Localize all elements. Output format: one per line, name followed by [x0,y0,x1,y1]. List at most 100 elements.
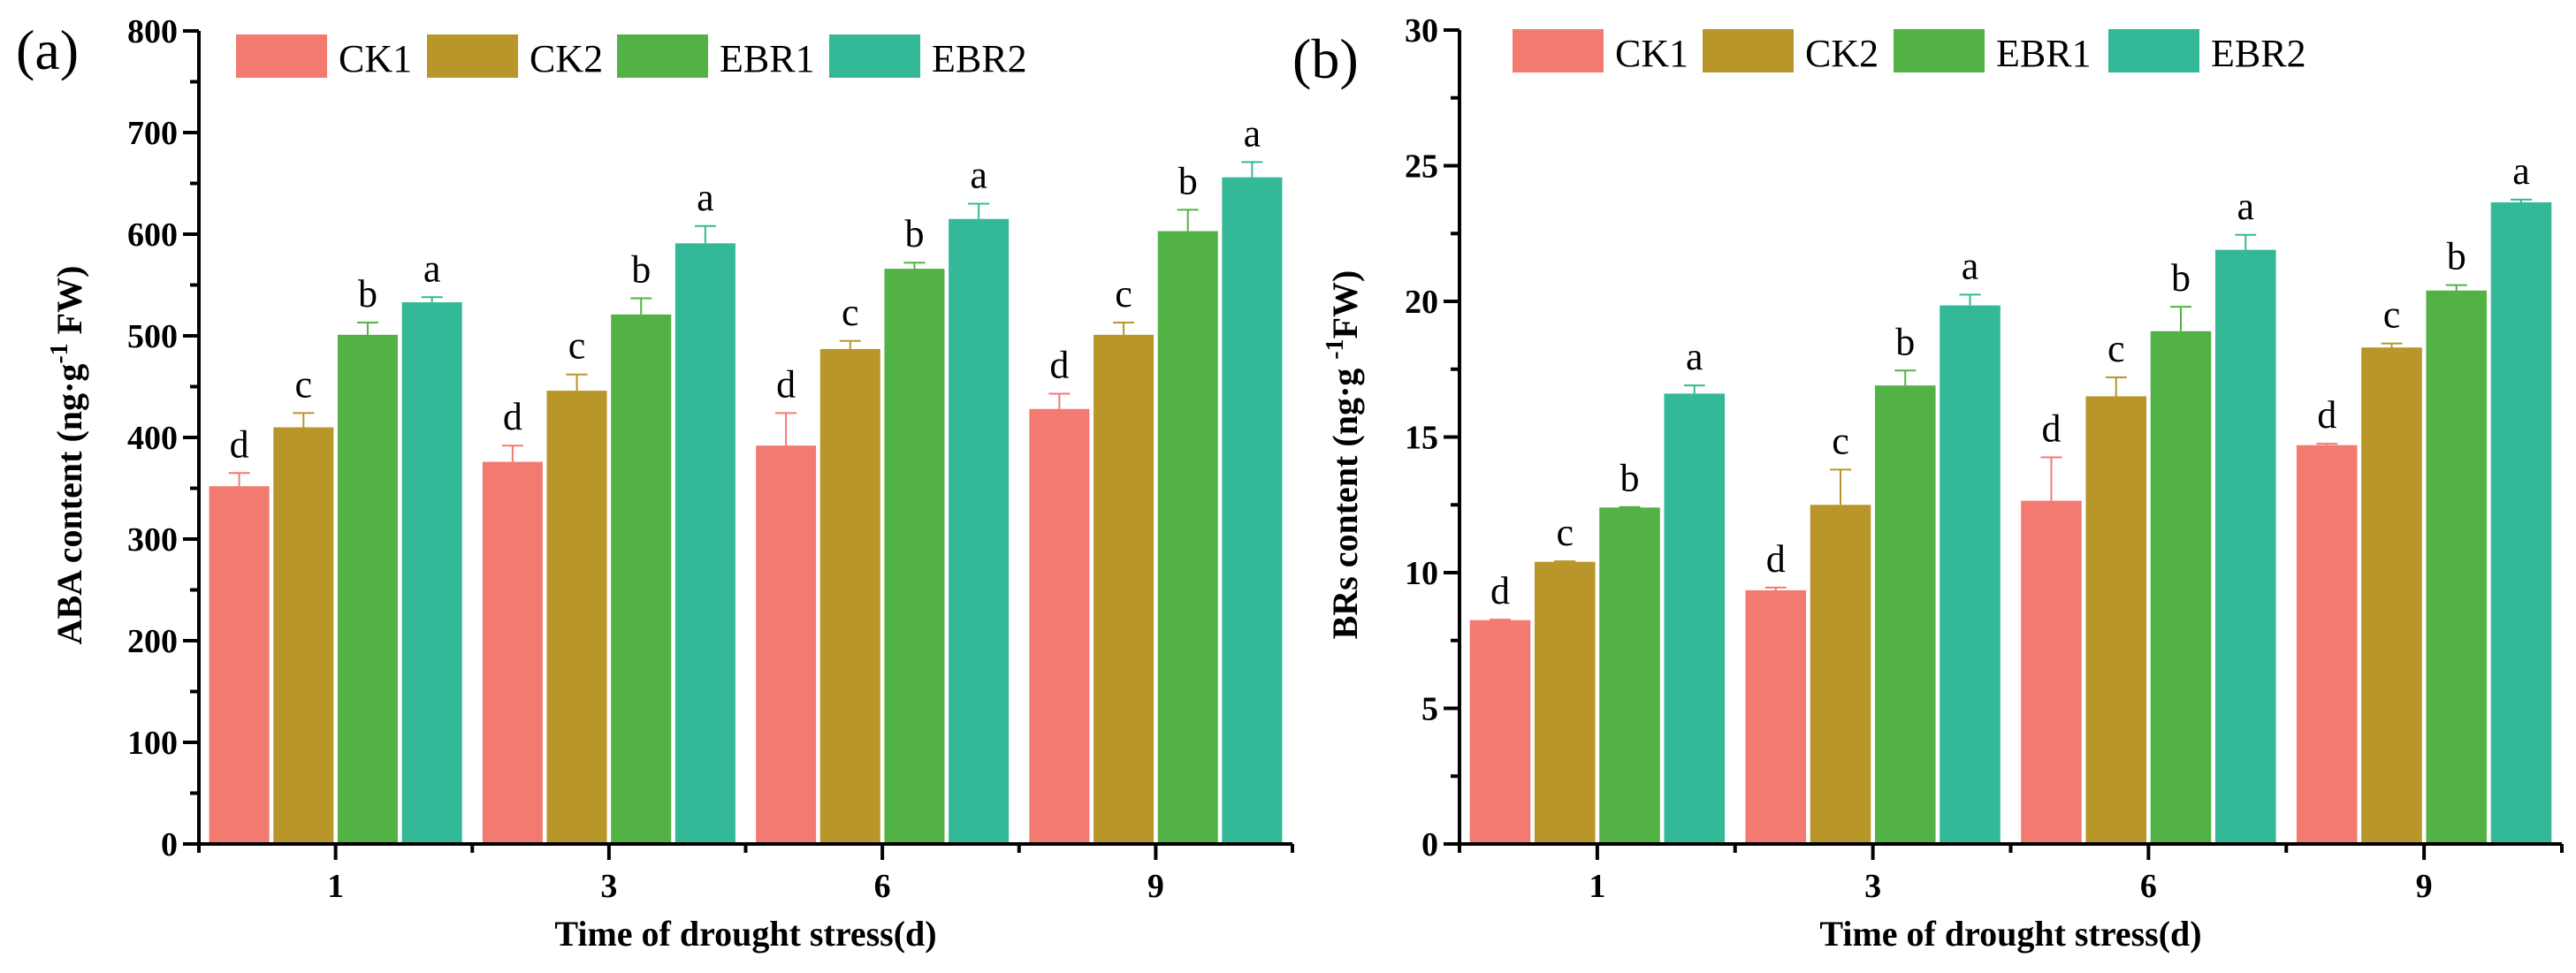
significance-letter: c [1556,511,1574,554]
chart-panel-b: (b) d d d d c c c c b b b b a a a a 0 5 10 15 20 25 30 1 3 6 9 Time … [1292,12,2564,954]
legend-label-ck1: CK1 [339,37,412,80]
legend-label-ebr2: EBR2 [2211,32,2306,75]
x-tick-label: 6 [2140,868,2157,905]
bar-ck1-day-1 [1469,620,1531,844]
x-tick-label: 3 [600,868,617,905]
legend-label-ck2: CK2 [530,37,603,80]
bar-ck1-day-9 [1029,408,1090,844]
y-tick-label: 25 [1405,148,1438,186]
significance-letter: d [2317,393,2336,437]
y-tick-label: 20 [1405,284,1438,321]
y-tick-label: 0 [161,826,178,863]
significance-letter: b [1895,320,1915,363]
legend-swatch-ck1 [236,34,327,78]
significance-letter: a [1962,244,1979,287]
significance-letter: d [230,422,249,466]
bar-ebr1-day-9 [2426,290,2488,845]
bar-ck1-day-9 [2296,445,2358,844]
bar-ck2-day-1 [273,427,334,844]
bar-ck1-day-6 [756,445,817,844]
significance-letter: b [631,247,651,291]
y-tick-label: 0 [1421,826,1438,863]
x-axis-title: Time of drought stress(d) [554,914,936,954]
significance-letter: b [358,272,377,315]
legend-swatch-ebr1 [617,34,708,78]
bar-ck2-day-9 [1094,334,1155,845]
bar-ebr1-day-3 [1874,385,1936,844]
y-tick-label: 800 [127,13,178,50]
x-tick-label: 9 [2416,868,2433,905]
x-tick-label: 3 [1864,868,1881,905]
bar-ck2-day-3 [1810,505,1871,844]
bar-ck2-day-9 [2361,347,2422,844]
bar-ebr2-day-1 [401,302,462,844]
y-tick-label: 600 [127,217,178,254]
significance-letter: d [1490,569,1510,612]
significance-letter: d [503,395,522,438]
y-tick-label: 400 [127,420,178,457]
legend-label-ck1: CK1 [1615,32,1688,75]
y-axis-title-superscript: -1 [46,343,73,363]
bar-ck2-day-6 [819,348,880,844]
significance-letter: c [2383,293,2401,337]
significance-letter: d [1049,344,1069,387]
y-tick-label: 5 [1421,691,1438,728]
legend-swatch-ebr1 [1894,29,1985,72]
significance-letter: b [1620,457,1640,500]
significance-letter: a [423,247,441,290]
y-tick-label: 10 [1405,555,1438,592]
legend-label-ebr1: EBR1 [720,37,815,80]
bar-ck1-day-3 [1745,589,1807,844]
y-axis-title-main: BRs content (ng·g [1325,360,1365,640]
legend-label-ebr2: EBR2 [932,37,1027,80]
significance-letter: c [2107,327,2125,370]
bar-ebr2-day-6 [2214,249,2276,844]
bar-ebr1-day-3 [611,314,672,845]
significance-letter: a [2237,185,2255,228]
significance-letter: d [2041,407,2061,451]
y-axis-title-tail: FW) [1325,270,1365,339]
significance-letter: a [1686,335,1703,378]
chart-panel-a: (a) d d d d c c c c b b b b a a a a 0 100 200 300 400 500 600 70… [16,13,1294,954]
x-axis-title: Time of drought stress(d) [1819,914,2201,954]
bar-ebr1-day-6 [2150,331,2212,844]
x-tick-label: 1 [327,868,344,905]
y-tick-label: 30 [1405,12,1438,49]
y-axis-title: ABA content (ng·g-1 FW) [46,266,89,645]
y-axis-title: BRs content (ng·g -1FW) [1322,270,1365,640]
significance-letter: b [904,212,924,255]
y-tick-label: 500 [127,318,178,355]
bar-ebr1-day-6 [884,269,945,845]
bar-ck2-day-6 [2085,396,2147,844]
x-tick-label: 1 [1589,868,1605,905]
y-axis-title-superscript: -1 [1322,338,1349,359]
legend-swatch-ebr2 [829,34,920,78]
legend-label-ebr1: EBR1 [1996,32,2092,75]
x-tick-label: 9 [1147,868,1164,905]
y-axis-title-main: ABA content (ng·g [50,364,89,645]
bar-ebr1-day-9 [1157,231,1218,844]
bar-ck1-day-6 [2021,500,2082,844]
bar-ebr1-day-1 [1599,507,1660,844]
bar-ebr1-day-1 [337,334,398,845]
significance-letter: c [1115,272,1132,315]
bar-ck1-day-3 [482,461,543,844]
legend-label-ck2: CK2 [1805,32,1879,75]
bar-ebr2-day-3 [674,243,735,845]
y-tick-label: 700 [127,115,178,152]
panel-label: (a) [16,19,79,81]
bar-ck2-day-1 [1534,561,1596,844]
legend-swatch-ck1 [1513,29,1604,72]
legend-swatch-ebr2 [2108,29,2199,72]
bar-ebr2-day-3 [1940,305,2001,845]
y-tick-label: 15 [1405,420,1438,457]
significance-letter: a [697,176,714,219]
y-axis-title-tail: FW) [50,266,89,344]
bar-ck1-day-1 [209,486,270,844]
bar-ebr2-day-1 [1664,393,1726,844]
significance-letter: a [970,154,987,197]
significance-letter: b [2447,235,2466,278]
significance-letter: c [842,291,859,334]
significance-letter: c [568,324,586,368]
